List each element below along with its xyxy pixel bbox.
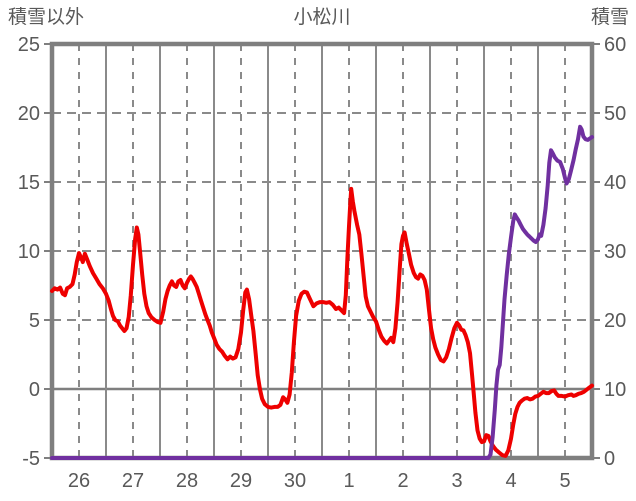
y-right-tick-label: 20 xyxy=(604,310,626,332)
y-left-tick-label: 10 xyxy=(18,241,40,263)
y-right-tick-label: 0 xyxy=(604,448,615,470)
x-tick-label: 30 xyxy=(284,470,306,492)
x-tick-label: 4 xyxy=(505,470,516,492)
y-right-tick-label: 30 xyxy=(604,241,626,263)
y-left-tick-label: 25 xyxy=(18,34,40,56)
x-tick-label: 1 xyxy=(343,470,354,492)
chart-title: 小松川 xyxy=(293,7,351,28)
x-tick-label: 3 xyxy=(451,470,462,492)
y-left-tick-label: 20 xyxy=(18,103,40,125)
x-tick-label: 2 xyxy=(397,470,408,492)
y-left-tick-label: 0 xyxy=(29,379,40,401)
y-left-tick-label: -5 xyxy=(22,448,40,470)
y-left-tick-label: 5 xyxy=(29,310,40,332)
left-axis-title: 積雪以外 xyxy=(8,7,85,28)
snow-depth-line xyxy=(50,124,594,460)
x-tick-label: 26 xyxy=(68,470,90,492)
y-left-tick-label: 15 xyxy=(18,172,40,194)
right-axis-title: 積雪 xyxy=(590,7,629,28)
y-right-tick-label: 10 xyxy=(604,379,626,401)
x-tick-label: 29 xyxy=(230,470,252,492)
y-right-tick-label: 60 xyxy=(604,34,626,56)
y-right-tick-label: 50 xyxy=(604,103,626,125)
y-right-tick-label: 40 xyxy=(604,172,626,194)
x-tick-label: 28 xyxy=(176,470,198,492)
x-tick-label: 5 xyxy=(559,470,570,492)
x-tick-label: 27 xyxy=(122,470,144,492)
